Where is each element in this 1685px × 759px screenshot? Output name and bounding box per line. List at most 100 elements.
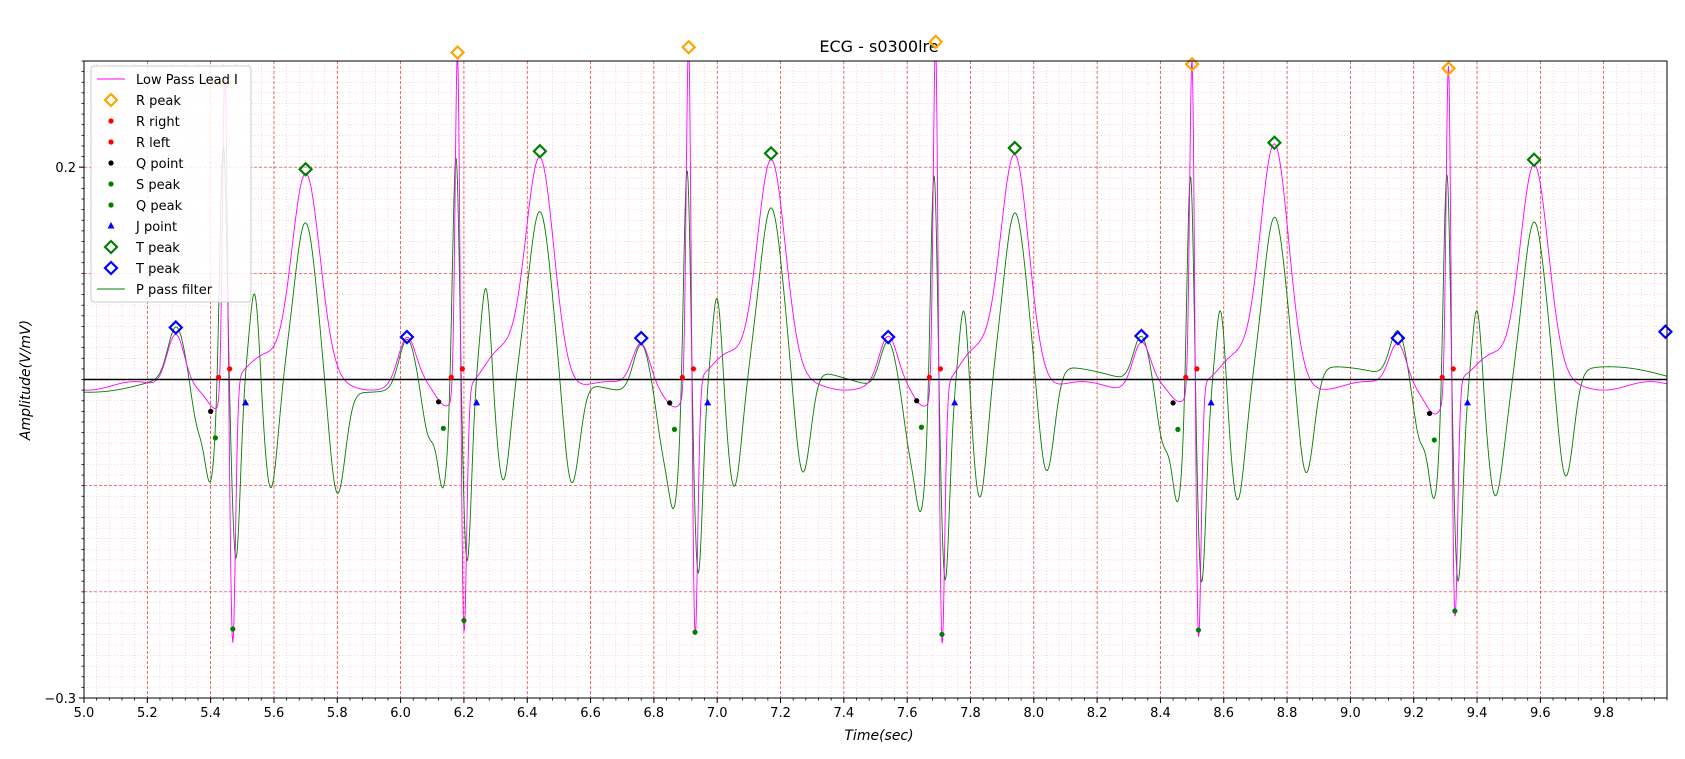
legend-label: Q peak	[136, 199, 183, 214]
s-peak-marker	[230, 626, 236, 632]
r-left-marker	[926, 374, 932, 380]
s-peak-marker	[1452, 608, 1458, 614]
x-tick-label: 5.6	[264, 706, 285, 721]
legend-handle-diamond	[103, 239, 119, 255]
q-point-marker	[1170, 400, 1176, 406]
series-low-pass-lead-i	[84, 61, 1667, 644]
x-tick-label: 5.8	[327, 706, 348, 721]
legend-handle-dot	[108, 181, 114, 187]
y-tick-label: −0.3	[44, 692, 76, 707]
t-peak-marker	[298, 161, 314, 177]
t-peak-marker	[1007, 140, 1023, 156]
plot-area: 5.0 5.2 5.4 5.6 5.8 6.0 6.2 6.4 6.6 6.8 7.0 7.2 7.4 7…	[44, 34, 1673, 721]
r-right-marker	[459, 366, 465, 372]
t-peak-blue-marker	[1657, 324, 1673, 340]
j-point-marker	[704, 398, 712, 406]
x-tick-label: 7.0	[707, 706, 728, 721]
t-peak-blue-marker	[1133, 328, 1149, 344]
x-tick-label: 5.2	[137, 706, 158, 721]
x-tick-label: 5.4	[200, 706, 221, 721]
x-tick-label: 8.4	[1150, 706, 1171, 721]
r-right-marker	[227, 366, 233, 372]
legend: Low Pass Lead I R peak R right R left Q poin…	[90, 65, 252, 303]
x-tick-label: 6.4	[517, 706, 538, 721]
j-point-marker	[473, 398, 481, 406]
t-peak-marker	[763, 145, 779, 161]
q-peak-marker	[212, 435, 218, 441]
q-peak-marker	[1175, 426, 1181, 432]
x-axis-label: Time(sec)	[844, 728, 913, 744]
x-tick-label: 9.6	[1530, 706, 1551, 721]
legend-handle-diamond	[103, 260, 119, 276]
s-peak-marker	[692, 629, 698, 635]
q-peak-marker	[671, 426, 678, 432]
q-point-marker	[667, 400, 673, 406]
t-peak-blue-marker	[399, 329, 415, 345]
x-tick-label: 9.4	[1467, 706, 1488, 721]
t-peak-blue-marker	[1390, 330, 1406, 346]
x-tick-label: 7.2	[770, 706, 791, 721]
y-tick-label: 0.2	[55, 161, 76, 176]
j-point-marker	[951, 398, 959, 406]
x-tick-label: 8.8	[1277, 706, 1298, 721]
legend-handle-dot	[108, 202, 114, 208]
legend-label: Q point	[136, 157, 184, 172]
t-peak-marker	[1526, 152, 1542, 168]
r-left-marker	[679, 374, 685, 380]
r-peak-marker	[450, 44, 466, 61]
q-point-marker	[914, 398, 920, 404]
q-point-marker	[208, 408, 214, 414]
q-peak-marker	[918, 424, 925, 430]
r-left-marker	[1439, 374, 1445, 380]
j-point-marker	[1207, 398, 1215, 406]
x-tick-label: 8.0	[1023, 706, 1044, 721]
q-point-marker	[435, 399, 442, 405]
x-tick-label: 6.6	[580, 706, 601, 721]
r-right-marker	[690, 366, 697, 372]
t-peak-marker	[1266, 135, 1282, 151]
q-peak-marker	[1431, 437, 1437, 443]
r-left-marker	[448, 374, 454, 380]
chart-title: ECG - s0300lre	[819, 37, 938, 56]
r-left-marker	[1183, 374, 1189, 380]
x-tick-label: 6.2	[454, 706, 475, 721]
r-right-marker	[1194, 366, 1200, 372]
legend-label: R right	[136, 115, 180, 130]
j-point-marker	[241, 398, 249, 406]
s-peak-marker	[1195, 627, 1202, 633]
r-right-marker	[1450, 366, 1456, 372]
legend-label: R left	[136, 136, 170, 151]
r-peak-marker	[928, 34, 944, 50]
x-tick-label: 5.0	[74, 706, 95, 721]
r-peak-marker	[1184, 56, 1200, 72]
legend-handle-dot	[108, 139, 114, 145]
j-point-marker	[1464, 398, 1472, 406]
series-p-pass-filter	[84, 145, 1667, 584]
x-tick-label: 9.0	[1340, 706, 1361, 721]
legend-label: T peak	[135, 241, 180, 256]
x-tick-label: 6.0	[390, 706, 411, 721]
legend-label: S peak	[136, 178, 181, 193]
x-tick-label: 8.2	[1087, 706, 1108, 721]
x-tick-label: 7.8	[960, 706, 981, 721]
legend-label: Low Pass Lead I	[136, 73, 238, 88]
x-tick-label: 7.4	[833, 706, 854, 721]
legend-label: T peak	[135, 262, 180, 277]
legend-handle-dot	[108, 160, 114, 166]
q-point-marker	[1426, 410, 1433, 417]
r-right-marker	[937, 366, 944, 372]
legend-label: J point	[135, 220, 177, 235]
r-peak-marker	[681, 39, 697, 55]
legend-label: R peak	[136, 94, 181, 109]
r-peak-marker	[1440, 60, 1457, 76]
t-peak-blue-marker	[880, 329, 896, 345]
y-axis-label: Amplitude(V/mV)	[18, 320, 34, 441]
t-peak-blue-marker	[168, 319, 184, 336]
t-peak-blue-marker	[633, 330, 649, 346]
legend-handle-diamond	[103, 92, 119, 108]
legend-box	[90, 65, 252, 303]
legend-handle-dot	[108, 118, 114, 124]
legend-label: P pass filter	[136, 283, 213, 298]
x-tick-label: 8.6	[1213, 706, 1234, 721]
